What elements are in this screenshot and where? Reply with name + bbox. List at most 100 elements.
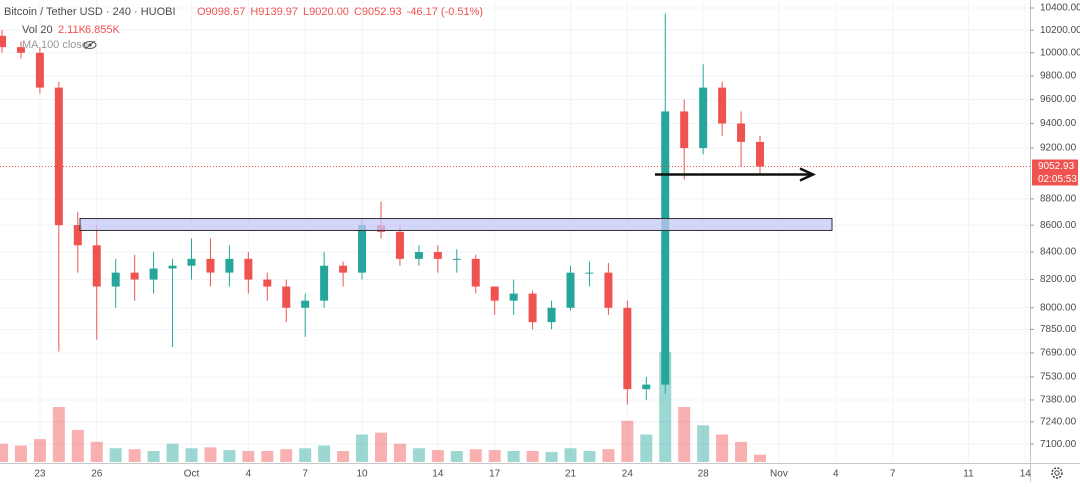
volume-bar — [375, 432, 387, 462]
candle-body — [73, 225, 82, 246]
volume-bar — [431, 450, 444, 462]
candle-body — [263, 279, 272, 287]
candle-body — [282, 286, 291, 308]
ohlc-value: C9052.93 — [354, 6, 402, 18]
x-tick-label: 26 — [91, 469, 103, 480]
candle-body — [661, 111, 670, 385]
candle-body — [92, 245, 101, 287]
volume-bar — [204, 447, 217, 462]
volume-bar — [469, 449, 482, 462]
volume-bar — [318, 445, 331, 462]
y-tick-label: 8000.00 — [1040, 302, 1077, 313]
volume-bar — [52, 407, 65, 462]
volume-bar — [602, 449, 615, 462]
candle-body — [225, 258, 234, 273]
grid — [0, 0, 1034, 462]
volume-bar — [678, 407, 691, 462]
volume-bar — [261, 451, 274, 462]
volume-bar — [299, 448, 312, 462]
volume-bar — [393, 443, 406, 462]
y-tick-label: 8400.00 — [1040, 247, 1077, 258]
candle-body — [566, 272, 575, 308]
volume-bar — [621, 420, 634, 462]
y-tick-label: 7690.00 — [1040, 348, 1077, 359]
x-tick-label: 4 — [246, 469, 252, 480]
candle-body — [130, 272, 139, 280]
support-zone — [79, 218, 833, 231]
volume-bar — [488, 450, 501, 462]
candle-body — [414, 252, 423, 259]
candle-body — [471, 258, 480, 287]
volume-bar — [71, 429, 84, 462]
volume-bar — [90, 441, 103, 462]
indicator-legend: MA 100 close — [22, 39, 88, 51]
y-tick-label: 7530.00 — [1040, 372, 1077, 383]
candle-body — [604, 272, 613, 308]
volume-bar — [640, 434, 653, 462]
eye-icon[interactable] — [83, 40, 97, 50]
volume-bar — [356, 434, 369, 462]
ohlc-value: H9139.97 — [250, 6, 298, 18]
y-tick-label: 9600.00 — [1040, 94, 1077, 105]
y-tick-label: 8600.00 — [1040, 220, 1077, 231]
last-price-label: 9052.93 — [1038, 161, 1075, 172]
y-tick-label: 10400.00 — [1040, 3, 1080, 14]
y-tick-label: 9800.00 — [1040, 71, 1077, 82]
x-tick-label: 21 — [565, 469, 577, 480]
volume-bar — [280, 449, 293, 462]
volume-legend-value: 2.11K — [58, 24, 87, 36]
volume-bar — [166, 443, 179, 462]
x-tick-label: 4 — [833, 469, 839, 480]
ohlc-value: O9098.67 — [197, 6, 245, 18]
y-tick-label: 9400.00 — [1040, 118, 1077, 129]
volume-bar — [716, 434, 729, 462]
x-tick-label: 14 — [432, 469, 444, 480]
candle-body — [585, 272, 594, 274]
y-tick-label: 8200.00 — [1040, 274, 1077, 285]
candle-body — [339, 265, 348, 273]
volume-bar — [223, 450, 236, 462]
volume-bar — [545, 451, 558, 462]
volume-bar — [33, 439, 46, 462]
ohlc-value: L9020.00 — [303, 6, 349, 18]
volume-bar — [450, 451, 463, 462]
volume-bar — [14, 445, 27, 462]
volume-bar — [147, 451, 160, 462]
candle-body — [168, 265, 177, 269]
volume-bar — [337, 451, 350, 462]
volume-bar — [0, 443, 8, 462]
candle-body — [642, 384, 651, 390]
candle-body — [718, 87, 727, 124]
x-tick-label: Oct — [184, 469, 200, 480]
volume-bar — [583, 451, 596, 462]
chart-title: Bitcoin / Tether USD · 240 · HUOBI — [4, 6, 176, 18]
y-tick-label: 7240.00 — [1040, 416, 1077, 427]
candle-body — [528, 293, 537, 323]
candle-body — [111, 272, 120, 287]
y-tick-label: 10200.00 — [1040, 25, 1080, 36]
x-tick-label: 14 — [1020, 469, 1032, 480]
y-tick-label: 8800.00 — [1040, 194, 1077, 205]
candle-body — [320, 265, 329, 301]
candle-body — [509, 293, 518, 301]
settings-gear[interactable] — [1051, 467, 1063, 479]
candle-body — [187, 258, 196, 266]
candle-body — [206, 258, 215, 273]
candle-body — [0, 35, 6, 48]
candle-body — [490, 286, 499, 301]
y-tick-label: 9200.00 — [1040, 143, 1077, 154]
volume-bar — [242, 451, 255, 462]
arrow-head — [799, 167, 816, 182]
volume-bar — [564, 448, 577, 462]
x-tick-label: 28 — [698, 469, 710, 480]
candle-body — [358, 225, 367, 273]
x-tick-label: 7 — [302, 469, 308, 480]
candle-body — [680, 111, 689, 149]
candle-body — [54, 87, 63, 226]
candle-body — [395, 231, 404, 259]
x-tick-label: 7 — [890, 469, 896, 480]
x-tick-label: 23 — [34, 469, 46, 480]
countdown-label: 02:05:53 — [1038, 174, 1077, 185]
